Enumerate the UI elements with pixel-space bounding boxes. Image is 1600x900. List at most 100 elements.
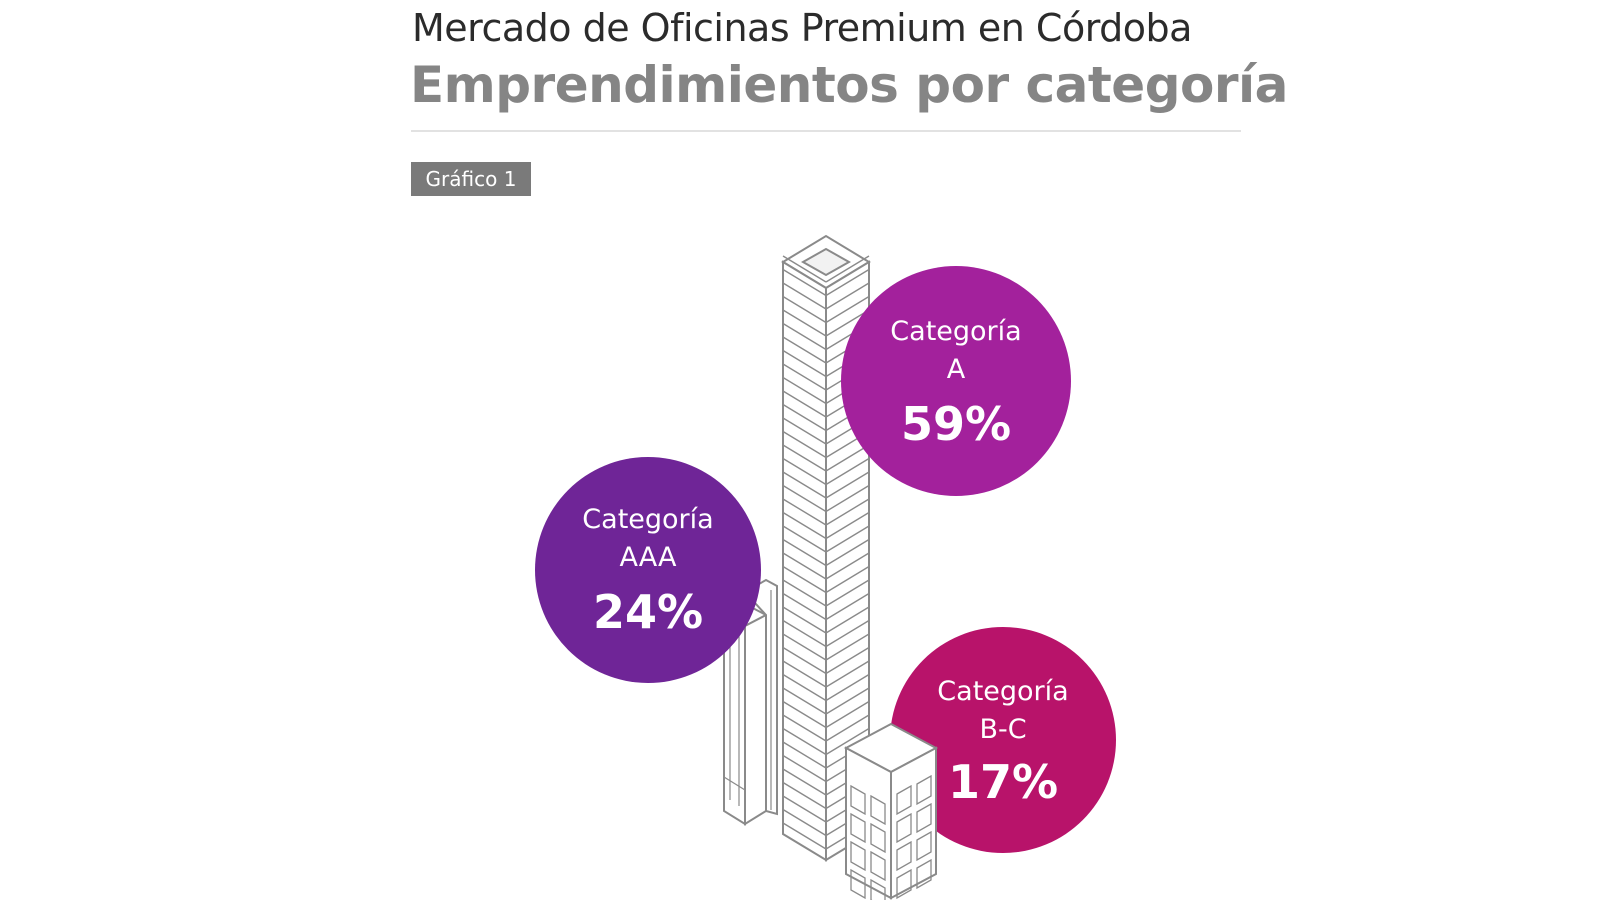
- bubble-category-bc: [890, 627, 1116, 853]
- tower-floor-line: [782, 660, 827, 688]
- tower-floor-line: [782, 565, 827, 594]
- tower-floor-line: [825, 606, 870, 634]
- block-window: [870, 878, 886, 900]
- tower-floor-line: [782, 687, 827, 715]
- label-category-bc-value: 17%: [948, 755, 1058, 809]
- tower-floor-line: [782, 714, 827, 742]
- tower-floor-line: [825, 714, 870, 742]
- label-category-a-value: 59%: [901, 397, 1011, 451]
- tower-floor-line: [782, 727, 827, 756]
- tower-floor-line: [825, 687, 870, 715]
- label-category-a-title: Categoría: [890, 316, 1021, 347]
- tower-floor-line: [825, 525, 870, 553]
- tower-floor-line: [825, 511, 870, 540]
- tower-floor-line: [782, 606, 827, 634]
- tower-floor-line: [825, 471, 870, 499]
- tower-floor-line: [782, 700, 827, 729]
- bubble-category-a: [841, 266, 1071, 496]
- label-category-bc-sub: B-C: [979, 714, 1026, 745]
- tower-floor-line: [782, 322, 827, 351]
- block-window: [850, 868, 866, 900]
- tower-floor-line: [782, 430, 827, 459]
- tower-floor-line: [825, 673, 870, 702]
- tower-floor-line: [825, 444, 870, 472]
- tower-floor-line: [782, 457, 827, 486]
- block-window: [916, 858, 932, 890]
- tower-floor-line: [782, 822, 827, 850]
- tower-floor-line: [782, 295, 827, 324]
- bubble-category-aaa: [535, 457, 761, 683]
- tower-floor-line: [825, 255, 870, 283]
- tower-floor-line: [782, 768, 827, 796]
- tower-floor-line: [782, 417, 827, 445]
- label-category-aaa-value: 24%: [593, 585, 703, 639]
- tower-floor-line: [782, 282, 827, 310]
- block-window: [896, 868, 912, 900]
- label-category-bc-title: Categoría: [937, 676, 1068, 707]
- tower-floor-line: [825, 282, 870, 310]
- tower-floor-line: [782, 349, 827, 378]
- tower-floor-line: [825, 295, 870, 324]
- tower-floor-line: [825, 552, 870, 580]
- chart-subtitle: Emprendimientos por categoría: [410, 56, 1288, 114]
- block-window: [916, 802, 932, 834]
- tower-floor-line: [782, 781, 827, 810]
- block-window: [896, 812, 912, 844]
- tower-floor-line: [782, 646, 827, 675]
- tower-floor-line: [782, 619, 827, 648]
- tower-floor-line: [782, 673, 827, 702]
- label-category-a-sub: A: [947, 354, 966, 385]
- tower-floor-line: [825, 565, 870, 594]
- block-window: [916, 830, 932, 862]
- slim-tower-illustration: [721, 578, 778, 826]
- short-block-illustration: [843, 722, 939, 900]
- tower-floor-line: [782, 579, 827, 607]
- tower-floor-line: [782, 552, 827, 580]
- tower-floor-line: [782, 255, 827, 283]
- tower-floor-line: [782, 471, 827, 499]
- block-window: [850, 812, 866, 844]
- tower-floor-line: [782, 363, 827, 391]
- block-window: [870, 850, 886, 882]
- block-window: [850, 840, 866, 872]
- tower-floor-line: [825, 268, 870, 297]
- tower-floor-line: [825, 309, 870, 337]
- tower-floor-line: [782, 336, 827, 364]
- title-divider: [411, 130, 1241, 132]
- tower-floor-line: [782, 268, 827, 297]
- tower-floor-line: [782, 808, 827, 837]
- tower-floor-line: [782, 741, 827, 769]
- figure-badge: Gráfico 1: [411, 162, 531, 196]
- block-window: [896, 784, 912, 816]
- tower-floor-line: [782, 511, 827, 540]
- tower-floor-line: [782, 309, 827, 337]
- tower-floor-line: [825, 484, 870, 513]
- tower-floor-line: [782, 538, 827, 567]
- tower-floor-line: [825, 619, 870, 648]
- block-window: [896, 840, 912, 872]
- tower-floor-line: [782, 633, 827, 661]
- tower-floor-line: [825, 457, 870, 486]
- tower-floor-line: [825, 660, 870, 688]
- tower-floor-line: [782, 403, 827, 432]
- tower-floor-line: [825, 579, 870, 607]
- chart-title: Mercado de Oficinas Premium en Córdoba: [412, 6, 1192, 50]
- label-category-aaa-sub: AAA: [620, 542, 677, 573]
- tower-floor-line: [782, 484, 827, 513]
- tower-floor-line: [825, 633, 870, 661]
- tower-floor-line: [825, 538, 870, 567]
- tower-floor-line: [782, 390, 827, 418]
- tower-floor-line: [782, 592, 827, 621]
- tower-floor-line: [825, 727, 870, 756]
- block-window: [870, 822, 886, 854]
- tower-floor-line: [782, 498, 827, 526]
- label-category-aaa-title: Categoría: [582, 504, 713, 535]
- tower-floor-line: [782, 754, 827, 783]
- tower-floor-line: [825, 592, 870, 621]
- tower-floor-line: [782, 795, 827, 823]
- block-window: [850, 784, 866, 816]
- tower-floor-line: [782, 376, 827, 405]
- tower-floor-line: [782, 525, 827, 553]
- tower-floor-line: [825, 498, 870, 526]
